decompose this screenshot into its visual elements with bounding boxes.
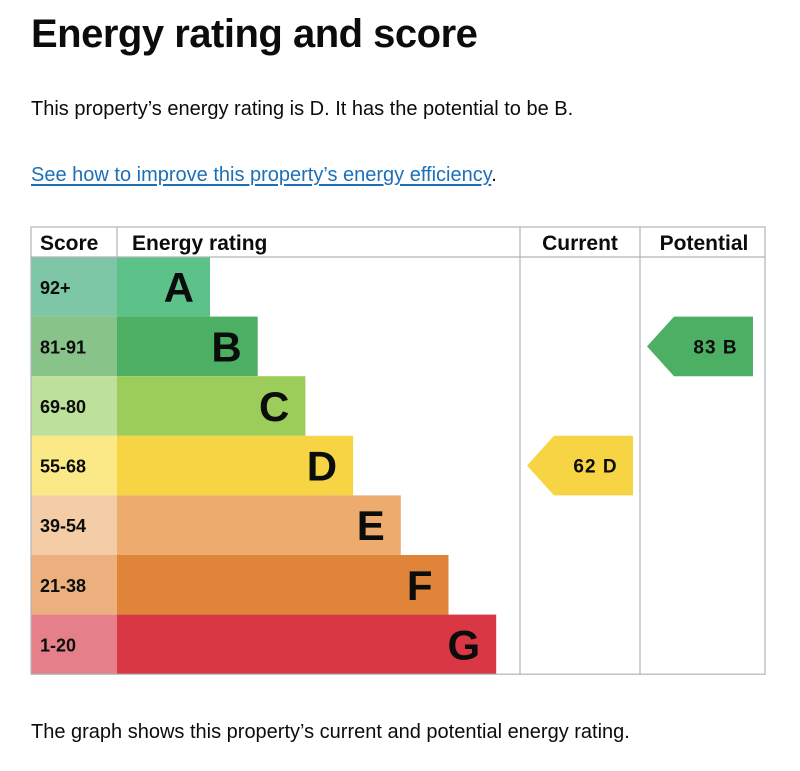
potential-rating-arrow-label: 83 B xyxy=(693,337,737,358)
header-potential: Potential xyxy=(660,232,749,255)
band-letter-d: D xyxy=(307,443,337,490)
score-cell-e xyxy=(31,495,117,555)
page-title: Energy rating and score xyxy=(31,12,478,56)
score-cell-d xyxy=(31,435,117,496)
score-label-b: 81-91 xyxy=(40,337,86,357)
score-label-a: 92+ xyxy=(40,278,71,298)
score-cell-g xyxy=(31,614,117,675)
band-letter-c: C xyxy=(259,383,289,430)
band-bar-g xyxy=(117,614,497,675)
score-cell-b xyxy=(31,316,117,377)
score-cell-c xyxy=(31,376,117,436)
improve-efficiency-link[interactable]: See how to improve this property’s energ… xyxy=(31,164,492,186)
improve-link-line: See how to improve this property’s energ… xyxy=(31,164,497,187)
band-letter-b: B xyxy=(211,323,241,370)
link-suffix: . xyxy=(491,164,497,186)
current-rating-arrow xyxy=(527,435,633,496)
band-bar-d xyxy=(117,435,354,496)
score-cell-f xyxy=(31,555,117,615)
header-energy-rating: Energy rating xyxy=(132,232,267,255)
score-cell-a xyxy=(31,257,117,317)
band-bar-b xyxy=(117,316,258,377)
score-label-d: 55-68 xyxy=(40,457,86,477)
band-bar-e xyxy=(117,495,401,555)
band-bar-f xyxy=(117,555,449,615)
band-letter-a: A xyxy=(164,264,194,311)
band-letter-f: F xyxy=(407,562,433,609)
score-label-c: 69-80 xyxy=(40,397,86,417)
band-letter-e: E xyxy=(357,502,385,549)
current-rating-arrow-label: 62 D xyxy=(573,457,617,478)
header-current: Current xyxy=(542,232,618,255)
band-bar-c xyxy=(117,376,306,436)
rating-summary: This property’s energy rating is D. It h… xyxy=(31,98,574,120)
band-letter-g: G xyxy=(448,621,481,668)
score-label-f: 21-38 xyxy=(40,576,86,596)
potential-rating-arrow xyxy=(647,316,753,377)
band-bar-a xyxy=(117,257,210,317)
score-label-g: 1-20 xyxy=(40,635,76,655)
chart-caption: The graph shows this property’s current … xyxy=(31,721,630,743)
header-score: Score xyxy=(40,232,98,255)
score-label-e: 39-54 xyxy=(40,516,86,536)
chart-frame xyxy=(30,226,766,675)
